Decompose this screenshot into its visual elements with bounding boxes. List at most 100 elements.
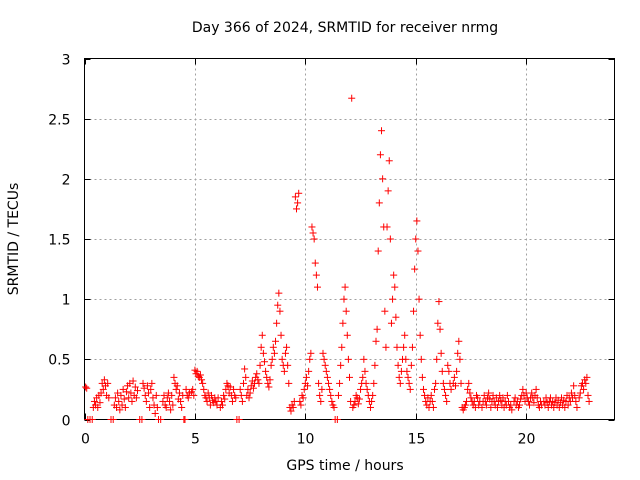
data-point [262,367,270,375]
data-point [299,394,307,402]
data-point [272,337,280,345]
data-point [427,391,435,399]
data-point [320,355,328,363]
data-point [325,379,333,387]
data-point [440,385,448,393]
data-point [437,349,445,357]
data-point [445,367,453,375]
data-point [511,394,519,402]
data-point [148,379,156,387]
data-point [465,379,473,387]
data-point [414,247,422,255]
data-point [330,403,338,411]
data-point [570,382,578,390]
data-point [116,406,124,414]
data-point [260,358,268,366]
data-point [313,283,321,291]
data-point [318,385,326,393]
data-point [289,403,297,411]
data-point [147,385,155,393]
data-point [242,373,250,381]
data-point [125,394,133,402]
data-point [371,361,379,369]
data-point [82,383,90,391]
data-point [404,373,412,381]
x-tick-label: 20 [518,432,536,448]
x-tick-label: 15 [408,432,426,448]
y-tick-label: 2.5 [48,113,70,129]
data-point [393,343,401,351]
data-point [94,403,102,411]
data-point [585,397,593,405]
data-point [355,395,363,403]
data-point [407,361,415,369]
data-point [340,295,348,303]
data-point [259,349,267,357]
x-tick-label: 0 [81,432,90,448]
data-point [456,355,464,363]
data-point [362,379,370,387]
data-point [167,406,175,414]
data-point [146,403,154,411]
data-point [117,391,125,399]
data-point [321,361,329,369]
data-point [129,377,137,385]
data-point [142,397,150,405]
data-point [100,376,108,384]
data-point [168,391,176,399]
data-point [487,403,495,411]
data-point [193,367,201,375]
data-point [350,401,358,409]
y-tick-label: 1.5 [48,233,70,249]
data-point [429,403,437,411]
data-point [415,295,423,303]
data-point [389,295,397,303]
data-point [111,394,119,402]
data-point [90,397,98,405]
data-point [481,397,489,405]
data-point [214,394,222,402]
data-point [375,199,383,207]
data-point [230,385,238,393]
data-point [499,394,507,402]
data-point [276,307,284,315]
data-point [120,395,128,403]
data-point [482,401,490,409]
data-point [418,373,426,381]
data-point [348,94,356,102]
data-point [366,403,374,411]
data-point [454,349,462,357]
data-point [395,373,403,381]
data-point [275,289,283,297]
data-point [178,403,186,411]
x-axis-title: GPS time / hours [286,458,403,474]
data-point [452,382,459,390]
data-point [131,383,139,391]
data-point [138,416,146,423]
axis-ticks: 0 0.5 1 1.5 2 2.5 3 0 5 10 15 20 [48,53,615,448]
data-point [322,367,330,375]
data-point [516,401,524,409]
data-point [219,401,227,409]
data-point [312,271,320,279]
data-point [571,391,579,399]
data-point [293,205,300,213]
data-point [396,379,404,387]
data-point [372,337,380,345]
data-point [181,416,189,423]
data-point [533,394,541,402]
data-point [244,385,252,393]
data-point [310,235,318,243]
data-point [182,385,190,393]
data-point [304,382,312,390]
data-point [200,385,208,393]
data-point [99,385,107,393]
data-point [466,389,474,397]
data-point [328,397,336,405]
data-point [361,367,369,375]
data-point [508,406,516,414]
data-point [378,127,386,135]
data-point [428,397,436,405]
data-point [269,343,277,351]
data-point [254,376,262,384]
